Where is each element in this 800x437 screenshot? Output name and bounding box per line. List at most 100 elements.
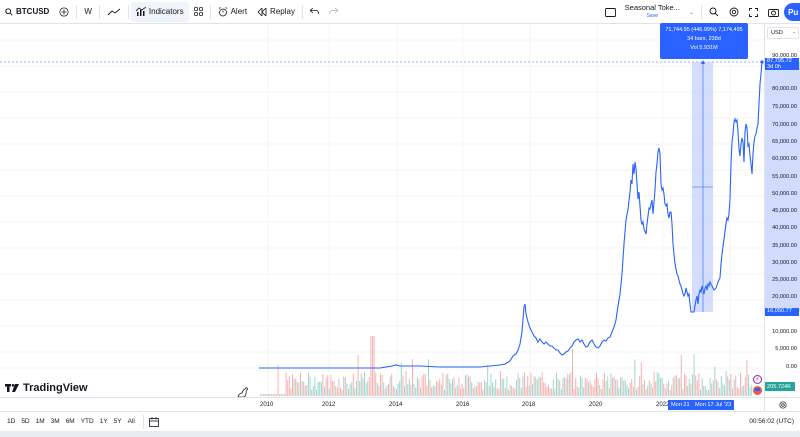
utc-clock[interactable]: 00:56:02 (UTC) <box>749 418 794 425</box>
layout-toggle-button[interactable] <box>600 2 621 22</box>
range-low-value: 16,050.77 <box>767 308 792 314</box>
fullscreen-button[interactable] <box>744 2 763 22</box>
bottom-toolbar: 1D 5D 1M 3M 6M YTD 1Y 5Y All 00:56:02 (U… <box>0 411 800 431</box>
divider <box>127 4 129 19</box>
snapshot-button[interactable] <box>763 2 784 22</box>
time-label: 2022 <box>656 402 670 408</box>
replay-label: Replay <box>270 7 295 16</box>
currency-label: USD <box>771 30 783 36</box>
chart-type-button[interactable] <box>102 2 126 22</box>
range-5d[interactable]: 5D <box>21 418 30 425</box>
range-ytd[interactable]: YTD <box>80 418 94 425</box>
price-label: 5,000.00 <box>775 346 797 352</box>
divider <box>301 4 303 19</box>
replay-button[interactable]: Replay <box>252 2 300 22</box>
rewind-icon <box>257 7 267 16</box>
redo-icon <box>329 8 338 15</box>
price-label: 0.00 <box>786 364 797 370</box>
publish-label: Pu <box>788 7 799 17</box>
price-label: 55,000.00 <box>772 174 797 180</box>
undo-button[interactable] <box>305 2 324 22</box>
price-axis[interactable]: USD - 90,000.00 80,000.00 75,000.00 70,0… <box>764 24 800 397</box>
alert-button[interactable]: Alert <box>213 2 252 22</box>
currency-select[interactable]: USD - <box>767 27 799 39</box>
price-label: 70,000.00 <box>772 122 797 128</box>
divider <box>142 414 144 429</box>
event-icon-lightning[interactable]: ⚡ <box>753 375 762 384</box>
range-end-date-badge: Mon 17 Jul '23 <box>692 400 735 410</box>
measure-line-1: 71,744.95 (446.99%) 7,174,495 <box>665 27 743 33</box>
range-low-badge: 16,050.77 <box>765 308 799 316</box>
price-line <box>259 61 763 369</box>
range-3m[interactable]: 3M <box>50 418 60 425</box>
measure-tooltip: 71,744.95 (446.99%) 7,174,495 34 bars, 2… <box>660 23 748 59</box>
layout-dropdown[interactable]: ⌄ <box>684 2 699 22</box>
magnifier-icon <box>709 7 719 17</box>
divider <box>76 4 78 19</box>
indicators-icon <box>135 7 146 16</box>
square-icon <box>604 7 616 17</box>
time-label: 2014 <box>389 402 403 408</box>
publish-button[interactable]: Pu <box>784 3 800 21</box>
price-label: 25,000.00 <box>772 277 797 283</box>
price-label: 75,000.00 <box>772 104 797 110</box>
symbol-search[interactable]: BTCUSD <box>0 2 54 22</box>
range-5y[interactable]: 5Y <box>113 418 122 425</box>
grid-lines <box>0 24 764 397</box>
gear-icon <box>778 400 787 409</box>
grid-icon <box>193 7 203 16</box>
search-icon <box>5 7 13 16</box>
indicators-button[interactable]: Indicators <box>130 1 189 22</box>
plus-circle-icon <box>59 6 69 17</box>
bottom-panel-edge <box>0 431 800 437</box>
price-label: 60,000.00 <box>772 156 797 162</box>
price-label: 45,000.00 <box>772 208 797 214</box>
settings-button[interactable] <box>724 2 744 22</box>
layout-title: Seasonal Toke... <box>624 3 680 12</box>
layout-name-button[interactable]: Seasonal Toke... Save <box>621 4 684 20</box>
price-label: 80,000.00 <box>772 86 797 92</box>
axis-settings-button[interactable] <box>764 397 800 411</box>
price-label: 90,000.00 <box>772 53 797 59</box>
range-all[interactable]: All <box>127 418 135 425</box>
alarm-clock-icon <box>218 6 228 17</box>
compare-symbol-button[interactable] <box>54 2 74 22</box>
interval-button[interactable]: W <box>79 2 97 22</box>
tv-logo-icon <box>5 384 19 392</box>
range-buttons: 1D 5D 1M 3M 6M YTD 1Y 5Y All <box>0 414 159 429</box>
alert-label: Alert <box>230 7 248 16</box>
range-1d[interactable]: 1D <box>7 418 16 425</box>
price-axis-range-fill <box>765 62 800 312</box>
event-icon-flag[interactable] <box>753 386 762 395</box>
volume-bars <box>260 336 753 396</box>
range-1m[interactable]: 1M <box>35 418 45 425</box>
interval-label: W <box>84 7 92 16</box>
price-label: 10,000.00 <box>772 329 797 335</box>
chevron-down-icon: - <box>793 30 795 36</box>
time-axis[interactable]: 2010 2012 2014 2016 2018 2020 2022 <box>0 397 764 411</box>
range-start-date: Mon 21 <box>671 402 690 408</box>
chart-pane[interactable] <box>0 24 764 397</box>
divider <box>701 5 702 19</box>
calendar-icon[interactable] <box>148 416 159 427</box>
layout-save-link[interactable]: Save <box>646 13 658 19</box>
range-1y[interactable]: 1Y <box>99 418 108 425</box>
price-chart <box>0 24 764 397</box>
current-price-badge: 87,795.72 3d 0h <box>765 58 799 70</box>
templates-button[interactable] <box>189 2 208 22</box>
current-price-value: 87,795.72 <box>767 58 792 64</box>
tradingview-logo[interactable]: TradingView <box>5 382 88 394</box>
symbol-name: BTCUSD <box>16 7 50 16</box>
price-label: 30,000.00 <box>772 260 797 266</box>
time-label: 2020 <box>589 402 603 408</box>
dino-icon[interactable] <box>237 385 249 403</box>
gear-icon <box>729 7 739 17</box>
measure-line-2: 34 bars, 238d <box>687 36 721 42</box>
range-start-date-badge: Mon 21 <box>668 400 693 410</box>
redo-button[interactable] <box>324 2 343 22</box>
quick-search-button[interactable] <box>704 2 724 22</box>
measure-line-3: Vol 5.931M <box>690 45 718 51</box>
volume-badge: 205.724K <box>765 382 795 391</box>
time-label: 2016 <box>456 402 470 408</box>
range-6m[interactable]: 6M <box>65 418 75 425</box>
